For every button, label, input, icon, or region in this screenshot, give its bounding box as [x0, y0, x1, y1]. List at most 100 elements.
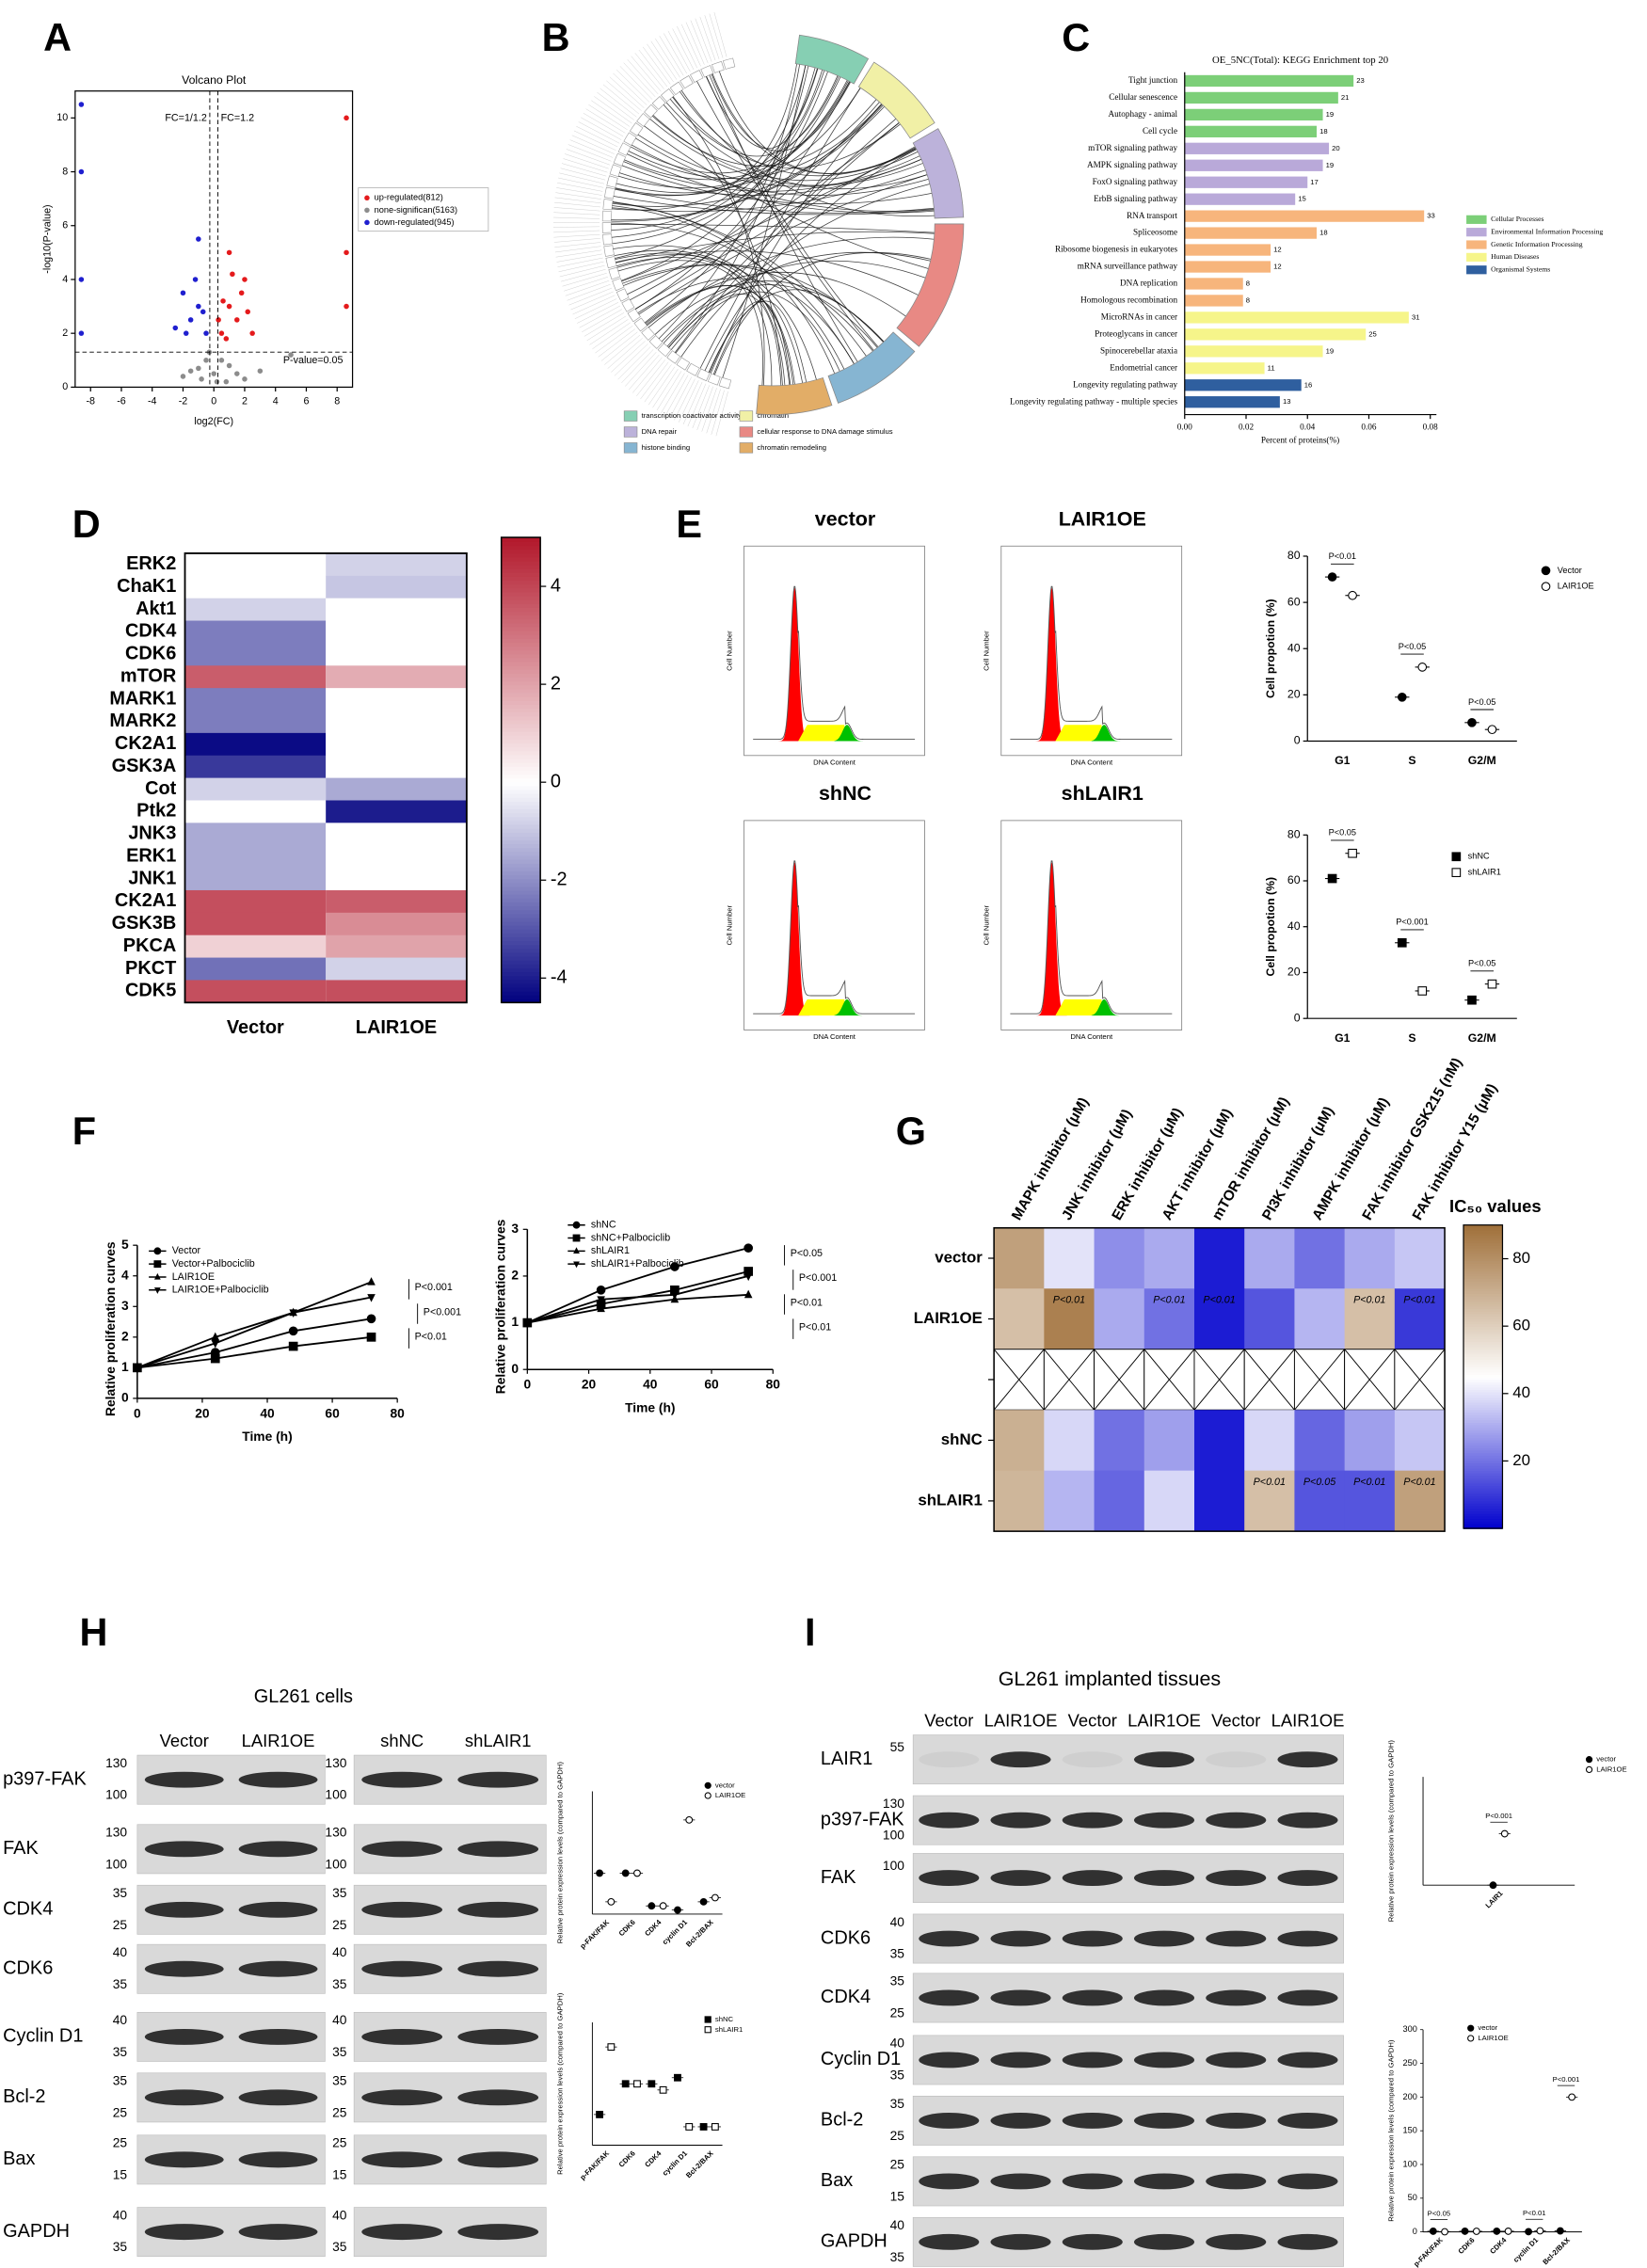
colorbar-step — [1463, 1404, 1503, 1408]
colorbar-step — [1463, 1500, 1503, 1504]
legend-marker — [704, 1781, 712, 1789]
heatmap-cell — [1394, 1410, 1446, 1472]
colorbar-step — [501, 967, 541, 973]
heatmap-cell — [1094, 1410, 1145, 1472]
gene-segment — [601, 210, 613, 222]
gene-label-line — [562, 273, 607, 287]
colorbar-step — [1463, 1227, 1503, 1231]
data-point — [344, 249, 349, 256]
y-tick-label: 50 — [1408, 2193, 1417, 2202]
chord — [712, 73, 917, 174]
colorbar-step — [501, 979, 541, 984]
legend-label: shLAIR1+Palbociclib — [591, 1258, 684, 1270]
lane-label: LAIR1OE — [984, 1711, 1058, 1731]
x-tick-label: G1 — [1335, 754, 1351, 767]
blot-band — [144, 1901, 224, 1918]
y-tick-label: 6 — [62, 220, 68, 232]
gene-label-line — [554, 201, 600, 208]
data-point — [1348, 848, 1357, 858]
row-label: Ptk2 — [136, 801, 176, 822]
heatmap-cell — [1344, 1227, 1396, 1289]
blot-band — [144, 1960, 224, 1977]
colorbar-step — [501, 924, 541, 930]
colorbar-step — [1463, 1386, 1503, 1391]
colorbar-step — [501, 739, 541, 744]
chord — [711, 73, 852, 152]
x-axis-label: log2(FC) — [194, 416, 233, 427]
colorbar-step — [501, 902, 541, 907]
gene-label-line — [602, 84, 640, 115]
gene-label-line — [672, 28, 695, 71]
mw-label: 25 — [890, 2157, 905, 2172]
gene-segment — [603, 245, 615, 257]
chord — [647, 272, 906, 327]
heatmap-cell — [1294, 1410, 1346, 1472]
mw-label: 100 — [325, 1856, 346, 1871]
x-axis-label: DNA Content — [813, 759, 856, 767]
cross — [1243, 1349, 1295, 1411]
y-tick-label: 8 — [62, 166, 68, 177]
legend-label: vector — [1478, 2023, 1497, 2032]
gene-label-line — [648, 366, 676, 406]
data-point — [744, 1243, 754, 1254]
colorbar-step — [501, 998, 541, 1004]
colorbar-step — [1463, 1326, 1503, 1330]
histogram-outline — [1010, 585, 1173, 741]
legend-label: Human Diseases — [1491, 252, 1539, 261]
gene-label-line — [594, 96, 632, 124]
mw-label: 35 — [332, 1976, 347, 1991]
annotation: P<0.05 — [1468, 697, 1495, 707]
blot-band — [1133, 2052, 1195, 2068]
panel-letter: B — [542, 15, 570, 59]
data-point — [226, 249, 232, 256]
blot-strip — [912, 1853, 1344, 1903]
chord — [714, 252, 932, 375]
gene-label-line — [592, 322, 631, 349]
data-point — [659, 2085, 667, 2094]
phase-area — [775, 862, 815, 1016]
cross — [1193, 1349, 1245, 1411]
blot-strip — [912, 2035, 1344, 2085]
legend-label: Vector+Palbociclib — [172, 1258, 255, 1270]
data-point — [685, 1815, 694, 1824]
row-label: CDK4 — [821, 1987, 871, 2007]
legend-label: down-regulated(945) — [375, 217, 455, 227]
gene-label-line — [578, 121, 620, 144]
y-tick-label: 2 — [511, 1268, 519, 1283]
category-label: Cell cycle — [1143, 126, 1177, 136]
row-label: CK2A1 — [115, 733, 176, 754]
colorbar-label: -2 — [551, 870, 568, 890]
annotation: P<0.05 — [1468, 959, 1495, 968]
mw-label: 40 — [332, 2012, 347, 2027]
heatmap-cell — [184, 912, 327, 936]
colorbar-step — [1463, 1368, 1503, 1373]
mw-label: 100 — [325, 1787, 346, 1802]
blot-band — [361, 1841, 443, 1858]
x-tick-label: -6 — [117, 396, 126, 407]
data-point — [218, 330, 225, 336]
row-label: PKCA — [123, 935, 176, 956]
colorbar-step — [1463, 1230, 1503, 1234]
heatmap-cell — [1044, 1227, 1095, 1289]
blot-strip — [912, 1795, 1344, 1845]
gene-segment — [616, 288, 630, 302]
gene-label-line — [713, 12, 728, 57]
colorbar-step — [501, 580, 541, 585]
phase-area — [798, 998, 846, 1016]
x-axis-label: DNA Content — [813, 1032, 856, 1041]
blot-band — [990, 1930, 1051, 1947]
heatmap-cell — [326, 934, 467, 959]
chord — [616, 254, 817, 380]
x-tick-label: 60 — [325, 1405, 340, 1420]
data-point — [674, 2073, 681, 2082]
legend-marker — [573, 1261, 580, 1269]
gene-label-line — [682, 381, 703, 425]
colorbar-label: 0 — [551, 771, 561, 791]
gene-label-line — [585, 108, 626, 134]
gene-label-line — [606, 80, 642, 111]
colorbar-step — [501, 754, 541, 759]
chord — [669, 75, 839, 157]
colorbar-step — [1463, 1442, 1503, 1446]
bar — [1184, 227, 1318, 239]
colorbar-step — [1463, 1301, 1503, 1304]
